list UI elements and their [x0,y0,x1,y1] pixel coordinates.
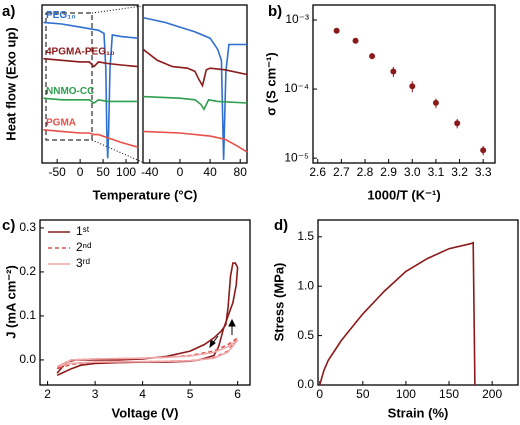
series-line [142,95,248,111]
series-line [142,130,248,153]
x-tick-label: 0 [177,165,184,179]
series-line [318,241,476,386]
zoom-line [91,139,143,163]
x-tick-label: 2.7 [333,165,350,179]
series-label: NNMO-CC [46,86,94,97]
x-tick-label: 80 [234,165,248,179]
legend-label: 1ˢᵗ [76,224,90,238]
x-tick-label: 3 [92,387,99,401]
zoom-guide [45,5,143,163]
panel-label: c) [2,217,15,234]
x-tick-label: 6 [234,387,241,401]
panel-label: d) [274,217,288,234]
x-tick-label: 2.6 [309,165,326,179]
plot-frame [39,219,251,386]
y-tick-label: 0.0 [297,377,314,391]
series-label: PGMA [46,117,76,128]
x-axis-title: Voltage (V) [112,405,179,420]
data-point [352,37,359,44]
x-tick-label: 150 [439,387,459,401]
x-axis-title: Temperature (°C) [93,187,198,202]
y-tick-label: 10⁻³ [285,12,309,26]
data-point [369,53,376,60]
plot-frame [312,4,496,164]
series-line [43,21,139,159]
y-axis-title: J (mA cm⁻²) [3,265,18,339]
x-tick-label: 100 [396,387,416,401]
x-tick-label: 0 [77,165,84,179]
arrow-head [209,339,216,349]
y-tick-label: 10⁻⁴ [284,81,309,95]
x-tick-label: 5 [187,387,194,401]
sweep-arrows [209,318,236,349]
series-line [142,16,247,160]
x-tick-label: 200 [482,387,502,401]
panel-label: a) [2,3,15,20]
plot-frame [317,219,519,386]
y-tick-label: 1.5 [297,229,314,243]
x-tick-label: 100 [116,165,136,179]
x-tick-label: 3.1 [428,165,445,179]
y-tick-label: 0.3 [19,220,36,234]
panel-label: b) [268,3,282,20]
x-tick-label: 2.8 [357,165,374,179]
series-line [56,339,239,368]
zoom-line [91,5,143,14]
x-axis-title: Strain (%) [388,405,449,420]
y-axis-title: σ (S cm⁻¹) [263,52,278,115]
zoom-box [45,12,93,141]
y-tick-label: 0.5 [297,328,314,342]
arrow-head [228,318,236,327]
series-line [43,129,139,148]
y-tick-label: 0.2 [19,264,36,278]
x-tick-label: -40 [141,165,159,179]
x-tick-label: 2.9 [380,165,397,179]
plot-frame [142,4,248,164]
x-tick-label: 50 [356,387,370,401]
x-tick-label: 40 [203,165,217,179]
series-label: PEG₁₀ [46,10,76,21]
series-line [43,57,139,68]
x-tick-label: 3.3 [475,165,492,179]
series-line [43,97,138,104]
data-point [454,120,461,127]
series-label: 4PGMA-PEG₁₀ [46,46,115,57]
x-tick-label: 50 [96,165,110,179]
x-axis-title: 1000/T (K⁻¹) [367,187,440,202]
y-axis-title: Heat flow (Exo up) [3,27,18,140]
x-tick-label: 0 [316,387,323,401]
x-tick-label: 3.0 [404,165,421,179]
y-tick-label: 10⁻⁵ [284,150,309,164]
y-tick-label: 0.0 [19,352,36,366]
plot-frame [41,4,139,164]
data-point [480,147,487,154]
data-point [390,68,397,75]
x-tick-label: 4 [139,387,146,401]
legend-label: 3ʳᵈ [76,256,91,270]
x-tick-label: -50 [48,165,66,179]
data-point [409,83,416,90]
x-tick-label: 2 [44,387,51,401]
series-line [142,48,248,88]
y-tick-label: 0.1 [19,308,36,322]
legend-label: 2ⁿᵈ [76,240,92,254]
y-tick-label: 1.0 [297,278,314,292]
data-point [432,99,439,106]
x-tick-label: 3.2 [451,165,468,179]
data-point [333,27,340,34]
y-axis-title: Stress (MPa) [271,263,286,342]
